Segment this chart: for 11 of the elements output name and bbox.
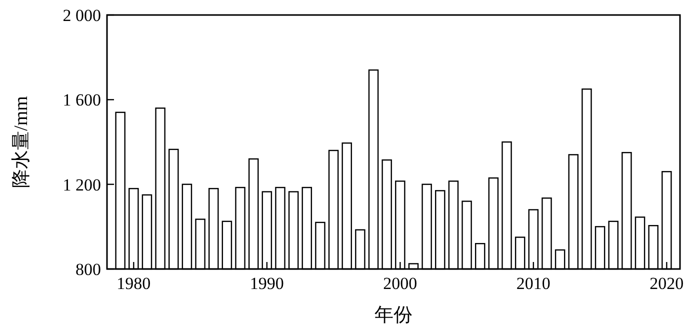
x-tick-label: 2000 [383, 274, 418, 293]
x-tick-label: 1980 [116, 274, 151, 293]
x-tick-label: 1990 [250, 274, 284, 293]
y-axis-title: 降水量/mm [11, 96, 32, 188]
x-tick-label: 2010 [516, 274, 550, 293]
y-tick-label: 2 000 [62, 6, 101, 25]
y-tick-label: 800 [76, 260, 101, 279]
x-tick-label: 2020 [650, 274, 684, 293]
y-tick-label: 1 200 [62, 175, 101, 194]
y-tick-label: 1 600 [62, 90, 101, 110]
x-axis-title: 年份 [374, 305, 412, 326]
